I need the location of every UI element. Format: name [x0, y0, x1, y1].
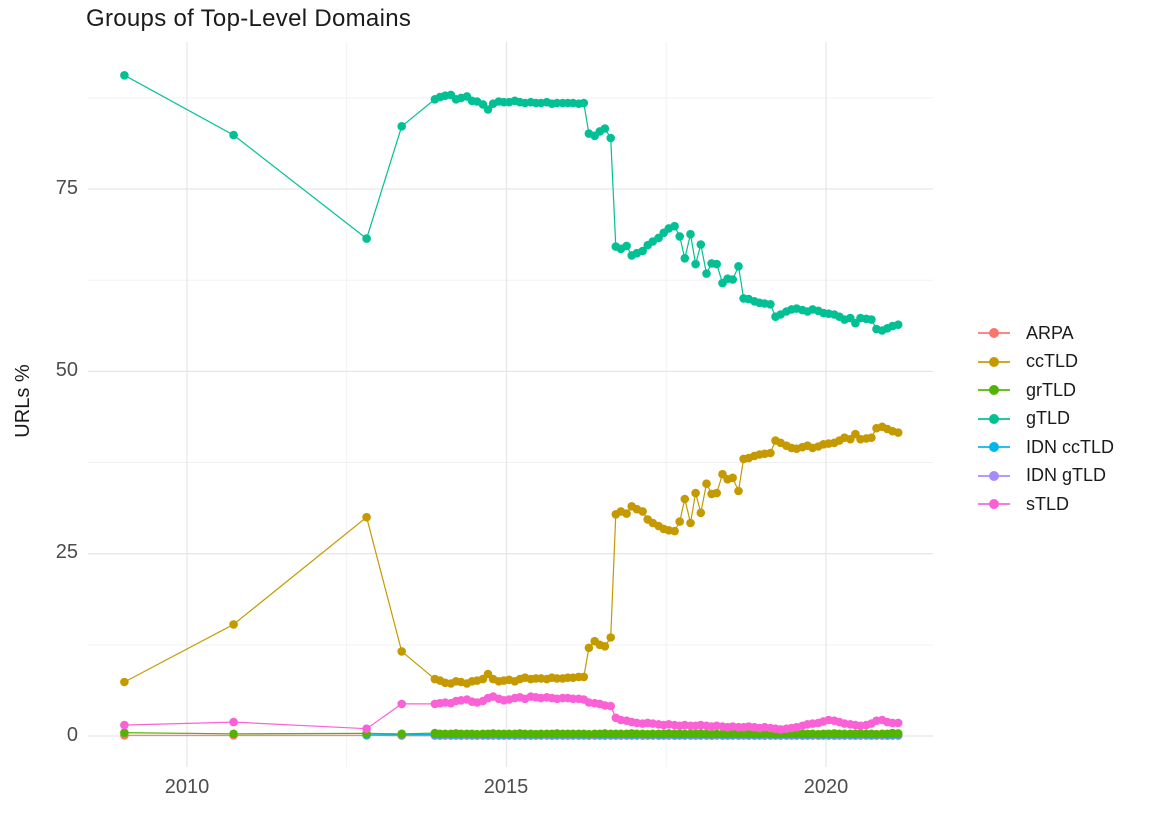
data-point [712, 488, 721, 498]
data-point [362, 234, 371, 243]
y-tick-label-75: 75 [55, 177, 78, 199]
data-point [229, 620, 238, 629]
legend-key-gtld-icon [978, 413, 1010, 425]
legend-item-idn-cctld: IDN ccTLD [978, 433, 1114, 462]
data-point [766, 448, 775, 458]
data-point [728, 473, 737, 483]
data-point [893, 428, 903, 437]
legend-item-idn-gtld: IDN gTLD [978, 462, 1114, 491]
chart-title: Groups of Top-Level Domains [86, 5, 412, 32]
legend-label-arpa: ARPA [1026, 322, 1074, 343]
data-point [670, 526, 679, 536]
data-point [606, 701, 615, 711]
series-line [124, 74, 899, 332]
data-point [867, 433, 876, 443]
data-point [696, 240, 706, 249]
x-tick-label-2020: 2020 [803, 776, 849, 798]
series-stld [120, 692, 903, 734]
data-point [728, 275, 737, 284]
data-point [622, 241, 631, 251]
data-point [734, 262, 743, 271]
data-point [675, 232, 684, 241]
data-point [638, 246, 647, 256]
data-point [397, 122, 407, 131]
legend-label-idn-gtld: IDN gTLD [1026, 465, 1107, 486]
data-point [120, 71, 129, 80]
data-point [702, 479, 711, 489]
data-point [675, 517, 684, 526]
legend-item-arpa: ARPA [978, 319, 1114, 348]
data-point [229, 729, 238, 739]
legend: ARPA ccTLD grTLD gTLD IDN ccTLD IDN gTLD… [978, 319, 1114, 519]
data-point [638, 507, 647, 516]
data-point [712, 259, 721, 269]
data-point [606, 133, 615, 143]
legend-item-stld: sTLD [978, 490, 1114, 519]
legend-label-grtld: grTLD [1026, 379, 1077, 400]
data-point [670, 221, 679, 231]
data-point [584, 643, 594, 653]
data-point [686, 518, 695, 528]
data-point [893, 320, 903, 330]
data-point [120, 728, 129, 737]
legend-key-cctld-icon [978, 356, 1010, 368]
legend-item-cctld: ccTLD [978, 348, 1114, 377]
data-point [680, 253, 690, 263]
data-point [362, 512, 371, 522]
legend-label-idn-cctld: IDN ccTLD [1026, 436, 1115, 457]
legend-item-gtld: gTLD [978, 405, 1114, 434]
data-point [686, 229, 695, 239]
data-point [893, 729, 903, 738]
data-point [696, 508, 706, 518]
legend-key-arpa-icon [978, 327, 1010, 339]
data-point [680, 494, 690, 504]
data-point [397, 729, 407, 739]
series-cctld [120, 422, 903, 688]
data-point [702, 269, 711, 278]
legend-label-gtld: gTLD [1026, 408, 1071, 429]
y-tick-label-50: 50 [55, 359, 78, 381]
data-point [229, 717, 238, 727]
series-grtld [120, 728, 903, 739]
data-point [397, 647, 407, 656]
x-tick-label-2010: 2010 [164, 776, 210, 798]
legend-key-grtld-icon [978, 384, 1010, 396]
data-point [600, 124, 610, 133]
legend-label-stld: sTLD [1026, 493, 1070, 514]
data-point [120, 677, 129, 687]
data-point [893, 718, 903, 728]
data-point [691, 259, 700, 269]
data-point [867, 315, 876, 324]
data-point [606, 633, 615, 642]
data-point [766, 300, 775, 309]
data-point [229, 130, 238, 140]
legend-key-idn-gtld-icon [978, 470, 1010, 482]
data-point [622, 509, 631, 518]
y-tick-label-25: 25 [55, 541, 78, 563]
legend-item-grtld: grTLD [978, 376, 1114, 405]
data-point [397, 699, 407, 709]
data-point [483, 105, 493, 114]
x-tick-label-2015: 2015 [483, 776, 529, 798]
legend-key-idn-cctld-icon [978, 441, 1010, 453]
data-point [579, 672, 589, 682]
legend-key-stld-icon [978, 498, 1010, 510]
data-point [600, 642, 610, 651]
data-point [734, 486, 743, 496]
series-gtld [120, 71, 903, 335]
data-point [362, 724, 371, 733]
data-point [120, 720, 129, 730]
data-point [691, 488, 700, 498]
y-tick-label-0: 0 [66, 724, 78, 746]
legend-label-cctld: ccTLD [1026, 351, 1079, 372]
data-point [579, 98, 589, 108]
